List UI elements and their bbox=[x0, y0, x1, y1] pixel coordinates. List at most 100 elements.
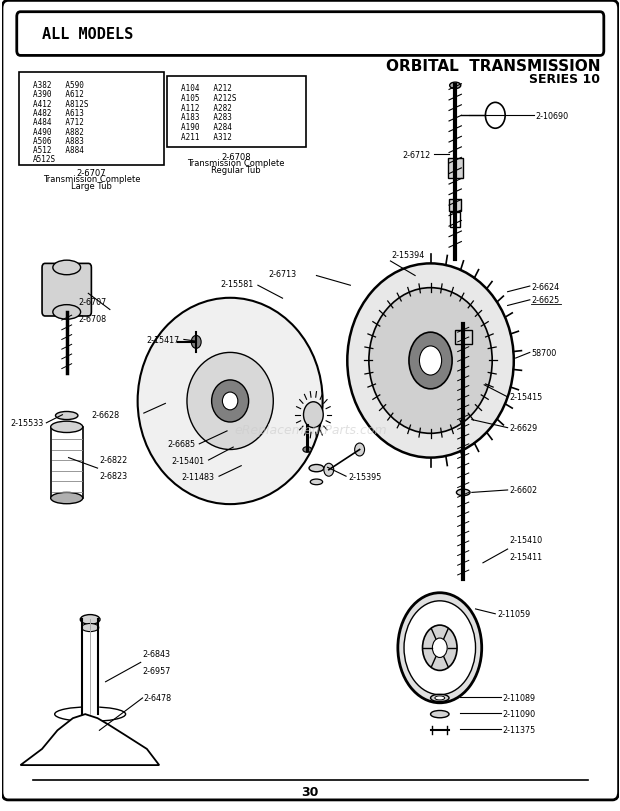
Text: 2-15533: 2-15533 bbox=[11, 418, 44, 427]
Text: 2-11483: 2-11483 bbox=[182, 472, 215, 481]
Text: 2-11059: 2-11059 bbox=[497, 610, 530, 619]
Text: 2-6843: 2-6843 bbox=[143, 650, 170, 659]
Circle shape bbox=[432, 638, 447, 658]
Ellipse shape bbox=[187, 353, 273, 450]
Ellipse shape bbox=[223, 393, 238, 410]
Ellipse shape bbox=[456, 490, 470, 496]
Text: A490   A882: A490 A882 bbox=[33, 127, 84, 136]
Circle shape bbox=[398, 593, 482, 703]
FancyBboxPatch shape bbox=[167, 76, 306, 148]
Text: A506   A883: A506 A883 bbox=[33, 137, 84, 146]
Text: 2-15417: 2-15417 bbox=[146, 336, 180, 345]
Ellipse shape bbox=[55, 412, 78, 420]
Text: A512   A884: A512 A884 bbox=[33, 146, 84, 155]
Text: 2-6712: 2-6712 bbox=[402, 151, 430, 160]
Circle shape bbox=[324, 464, 334, 477]
Text: A484   A712: A484 A712 bbox=[33, 118, 84, 127]
Ellipse shape bbox=[309, 465, 324, 472]
Ellipse shape bbox=[81, 624, 99, 632]
Circle shape bbox=[192, 336, 201, 349]
Circle shape bbox=[304, 402, 323, 428]
Text: 2-6823: 2-6823 bbox=[99, 472, 128, 481]
Text: 2-6713: 2-6713 bbox=[268, 269, 297, 278]
Text: A112   A282: A112 A282 bbox=[181, 104, 232, 113]
Text: A412   A812S: A412 A812S bbox=[33, 100, 88, 109]
FancyBboxPatch shape bbox=[19, 73, 164, 165]
Text: 2-6478: 2-6478 bbox=[144, 693, 172, 702]
Ellipse shape bbox=[53, 261, 81, 276]
Text: 2-15410: 2-15410 bbox=[510, 535, 542, 544]
Text: 2-15394: 2-15394 bbox=[392, 251, 425, 260]
Text: Transmission Complete: Transmission Complete bbox=[43, 175, 140, 184]
Text: A211   A312: A211 A312 bbox=[181, 133, 232, 142]
Ellipse shape bbox=[310, 479, 322, 485]
Text: ORBITAL  TRANSMISSION: ORBITAL TRANSMISSION bbox=[386, 58, 600, 74]
Ellipse shape bbox=[55, 707, 126, 722]
Ellipse shape bbox=[430, 710, 449, 718]
Text: A105   A212S: A105 A212S bbox=[181, 94, 236, 103]
Text: 2-6628: 2-6628 bbox=[91, 410, 119, 420]
Text: 2-15415: 2-15415 bbox=[510, 393, 542, 402]
Text: 2-6708: 2-6708 bbox=[221, 152, 251, 161]
Text: 58700: 58700 bbox=[531, 349, 556, 358]
Text: 2-15411: 2-15411 bbox=[510, 552, 542, 561]
Text: 2-6707: 2-6707 bbox=[76, 169, 106, 178]
Text: ALL MODELS: ALL MODELS bbox=[42, 27, 133, 42]
Text: A482   A613: A482 A613 bbox=[33, 109, 84, 118]
Text: 2-11089: 2-11089 bbox=[503, 693, 536, 702]
Ellipse shape bbox=[51, 493, 82, 504]
Bar bbox=[51, 427, 82, 499]
Text: A183   A283: A183 A283 bbox=[181, 114, 232, 122]
Ellipse shape bbox=[435, 696, 445, 700]
Text: 2-6602: 2-6602 bbox=[510, 486, 538, 495]
Text: 2-15581: 2-15581 bbox=[220, 280, 254, 289]
Text: 2-15401: 2-15401 bbox=[171, 456, 204, 465]
Ellipse shape bbox=[138, 298, 322, 504]
Bar bbox=[454, 330, 472, 345]
Ellipse shape bbox=[51, 422, 82, 433]
Bar bbox=[448, 159, 463, 179]
Text: A390   A612: A390 A612 bbox=[33, 90, 84, 99]
Text: A512S: A512S bbox=[33, 155, 56, 165]
Text: 2-6708: 2-6708 bbox=[79, 315, 107, 324]
Text: Transmission Complete: Transmission Complete bbox=[187, 159, 285, 168]
Circle shape bbox=[420, 346, 441, 375]
Polygon shape bbox=[20, 714, 159, 765]
Text: A190   A284: A190 A284 bbox=[181, 123, 232, 132]
Ellipse shape bbox=[369, 288, 492, 434]
Text: 30: 30 bbox=[301, 785, 319, 798]
Text: Large Tub: Large Tub bbox=[71, 182, 112, 191]
Circle shape bbox=[409, 333, 452, 389]
Ellipse shape bbox=[303, 447, 311, 453]
Text: A104   A212: A104 A212 bbox=[181, 84, 232, 93]
Text: 2-6624: 2-6624 bbox=[531, 282, 559, 291]
Text: 2-6625: 2-6625 bbox=[531, 296, 559, 305]
Bar bbox=[449, 200, 461, 212]
Text: 2-10690: 2-10690 bbox=[535, 112, 569, 121]
Ellipse shape bbox=[80, 615, 100, 624]
Ellipse shape bbox=[211, 380, 249, 423]
Text: 2-15395: 2-15395 bbox=[348, 472, 382, 481]
FancyBboxPatch shape bbox=[2, 2, 619, 800]
Circle shape bbox=[355, 444, 365, 457]
FancyBboxPatch shape bbox=[42, 264, 91, 316]
Ellipse shape bbox=[450, 83, 461, 89]
Ellipse shape bbox=[430, 694, 449, 702]
Ellipse shape bbox=[53, 305, 81, 320]
Circle shape bbox=[404, 601, 476, 695]
Text: 2-11090: 2-11090 bbox=[503, 709, 536, 718]
Text: A382   A590: A382 A590 bbox=[33, 81, 84, 90]
Text: 2-6822: 2-6822 bbox=[99, 456, 128, 465]
Circle shape bbox=[422, 625, 457, 671]
Bar bbox=[450, 213, 460, 228]
FancyBboxPatch shape bbox=[17, 13, 604, 56]
Text: Regular Tub: Regular Tub bbox=[211, 165, 261, 174]
Text: 2-6629: 2-6629 bbox=[510, 423, 538, 432]
Ellipse shape bbox=[347, 264, 514, 458]
Text: SERIES 10: SERIES 10 bbox=[529, 72, 600, 85]
Text: 2-6957: 2-6957 bbox=[143, 667, 171, 676]
Text: 2-6707: 2-6707 bbox=[79, 298, 107, 307]
Text: eReplacementParts.com: eReplacementParts.com bbox=[234, 423, 387, 436]
Text: 2-11375: 2-11375 bbox=[503, 725, 536, 734]
Text: 2-6685: 2-6685 bbox=[167, 440, 195, 448]
